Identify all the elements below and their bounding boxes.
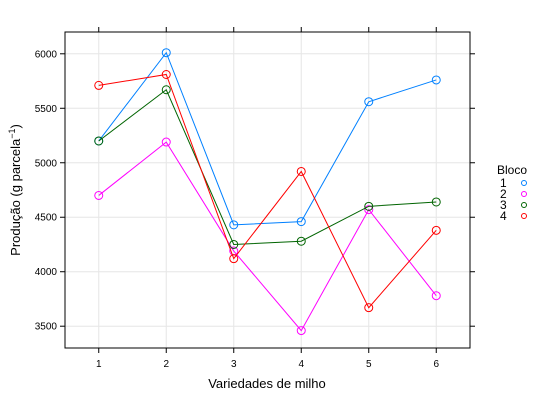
- legend-marker: [522, 192, 527, 197]
- series-1: [95, 49, 441, 229]
- legend-marker: [522, 181, 527, 186]
- series-lines: [95, 49, 441, 335]
- y-axis-title-superscript: −1: [7, 129, 17, 139]
- series-2: [95, 138, 441, 335]
- y-tick-label: 4000: [35, 267, 58, 278]
- x-tick-label: 1: [96, 359, 102, 370]
- series-3: [95, 86, 441, 249]
- x-axis-title: Variedades de milho: [208, 376, 326, 391]
- series-4: [95, 70, 441, 311]
- x-tick-label: 6: [433, 359, 439, 370]
- y-tick-label: 5000: [35, 158, 58, 169]
- legend-marker: [522, 214, 527, 219]
- x-tick-label: 4: [298, 359, 304, 370]
- x-tick-label: 5: [366, 359, 372, 370]
- plot-frame: [65, 32, 470, 348]
- y-axis-title-main: Produção (g parcela: [8, 138, 23, 256]
- series-line: [99, 53, 437, 225]
- x-tick-label: 3: [231, 359, 237, 370]
- series-line: [99, 74, 437, 307]
- y-axis-title: Produção (g parcela−1): [7, 124, 23, 256]
- series-line: [99, 90, 437, 245]
- y-tick-label: 5500: [35, 104, 58, 115]
- y-tick-label: 3500: [35, 322, 58, 333]
- grid: [65, 32, 470, 348]
- y-tick-label: 4500: [35, 213, 58, 224]
- legend-title: Bloco: [497, 163, 527, 177]
- x-tick-label: 2: [163, 359, 169, 370]
- legend-marker: [522, 203, 527, 208]
- series-line: [99, 142, 437, 331]
- y-axis-title-close: ): [8, 124, 23, 128]
- y-tick-label: 6000: [35, 49, 58, 60]
- legend-label: 4: [500, 209, 507, 223]
